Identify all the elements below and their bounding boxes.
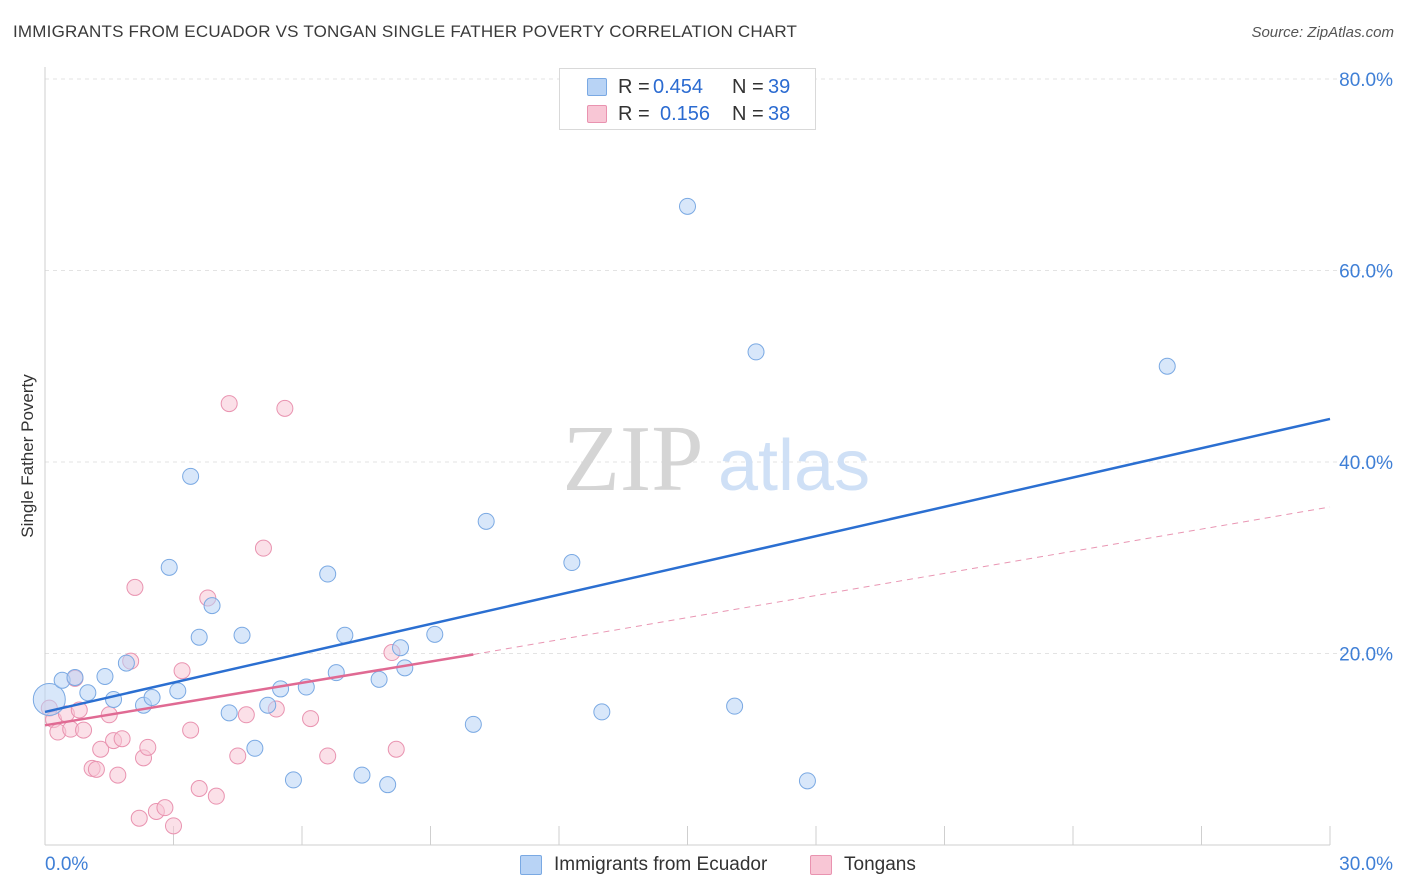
- legend-item-tongans: Tongans: [810, 852, 916, 878]
- ecuador-point: [726, 697, 744, 715]
- watermark-zip: ZIP: [563, 407, 704, 511]
- x-tick-label: 30.0%: [1339, 854, 1393, 875]
- watermark: ZIP atlas: [563, 407, 871, 511]
- legend-label: Immigrants from Ecuador: [554, 854, 768, 875]
- y-tick-label: 60.0%: [1339, 262, 1393, 283]
- tongans-point: [237, 706, 255, 724]
- ecuador-point: [477, 512, 495, 530]
- tongans-point: [220, 395, 238, 413]
- ecuador-point: [747, 343, 765, 361]
- source-credit: Source: ZipAtlas.com: [1251, 24, 1394, 41]
- legend-swatch-pink: [587, 105, 607, 123]
- ecuador-point: [96, 667, 114, 685]
- tongans-point: [190, 780, 208, 798]
- ecuador-point: [143, 689, 161, 707]
- ecuador-point: [319, 565, 337, 583]
- tongans-point: [387, 740, 405, 758]
- legend-n-value: 39: [768, 75, 791, 98]
- tongans-point: [207, 787, 225, 805]
- ecuador-point: [392, 639, 410, 657]
- ecuador-point: [117, 654, 135, 672]
- legend-r-value: 0.156: [660, 102, 711, 125]
- legend-r-value: 0.454: [653, 75, 704, 98]
- tongans-point: [92, 740, 110, 758]
- tongans-point: [254, 539, 272, 557]
- legend-swatch-blue: [520, 855, 542, 875]
- tongans-point: [302, 710, 320, 728]
- tongans-point: [156, 799, 174, 817]
- ecuador-point: [190, 628, 208, 646]
- ecuador-point: [160, 558, 178, 576]
- ecuador-point: [66, 668, 84, 686]
- y-tick-label: 40.0%: [1339, 453, 1393, 474]
- ecuador-point: [233, 626, 251, 644]
- tongans-point: [319, 747, 337, 765]
- ecuador-point: [79, 684, 97, 702]
- legend-swatch-blue: [587, 78, 607, 96]
- y-tick-label: 80.0%: [1339, 70, 1393, 91]
- tongans-point: [130, 809, 148, 827]
- ecuador-points: [32, 197, 1176, 794]
- legend-n-label: N =: [732, 75, 764, 98]
- legend-r-label: R =: [618, 102, 650, 125]
- ecuador-point: [336, 626, 354, 644]
- x-tick-label: 0.0%: [45, 854, 88, 875]
- y-tick-label: 20.0%: [1339, 645, 1393, 666]
- tongans-point: [182, 721, 200, 739]
- tongans-point: [173, 662, 191, 680]
- ecuador-point: [169, 682, 187, 700]
- grid-lines: [45, 78, 1392, 654]
- tongans-trend-line: [44, 653, 474, 727]
- tongans-point: [109, 766, 127, 784]
- tongans-point: [165, 817, 182, 835]
- ecuador-point: [563, 554, 581, 572]
- ecuador-point: [426, 625, 444, 643]
- tongans-point: [126, 578, 144, 596]
- tongans-point: [113, 730, 131, 748]
- tongans-trend-extension: [473, 506, 1331, 655]
- ecuador-point: [32, 682, 66, 716]
- ecuador-point: [379, 776, 397, 794]
- legend-swatch-pink: [810, 855, 832, 875]
- ecuador-trend-line: [44, 417, 1331, 714]
- ecuador-point: [1158, 357, 1176, 375]
- ecuador-point: [464, 715, 482, 733]
- tongans-point: [276, 399, 294, 417]
- legend-n-label: N =: [732, 102, 764, 125]
- ecuador-point: [220, 704, 238, 722]
- correlation-legend: R = 0.454 N = 39 R = 0.156 N = 38: [559, 68, 816, 130]
- ecuador-point: [593, 703, 611, 721]
- ecuador-point: [182, 467, 200, 485]
- tick-labels: 20.0% 40.0% 60.0% 80.0% 0.0% 30.0%: [45, 70, 1393, 875]
- ecuador-point: [272, 680, 290, 698]
- tongans-point: [139, 738, 157, 756]
- tongans-points: [40, 395, 405, 835]
- tongans-point: [229, 747, 247, 765]
- legend-label: Tongans: [844, 854, 916, 875]
- legend-item-ecuador: Immigrants from Ecuador: [520, 852, 767, 878]
- ecuador-point: [246, 739, 264, 757]
- legend-r-label: R =: [618, 75, 650, 98]
- ecuador-point: [370, 670, 388, 688]
- ecuador-point: [259, 696, 277, 714]
- ecuador-point: [679, 197, 696, 215]
- ecuador-point: [353, 766, 371, 784]
- ecuador-point: [284, 771, 302, 789]
- tongans-point: [75, 721, 93, 739]
- legend-n-value: 38: [768, 102, 791, 125]
- watermark-atlas: atlas: [718, 426, 870, 506]
- ecuador-point: [798, 772, 816, 790]
- tongans-point: [87, 760, 105, 778]
- ecuador-point: [203, 597, 221, 615]
- chart-title: IMMIGRANTS FROM ECUADOR VS TONGAN SINGLE…: [13, 22, 798, 41]
- axes: [44, 67, 1331, 846]
- trend-lines: [44, 417, 1331, 727]
